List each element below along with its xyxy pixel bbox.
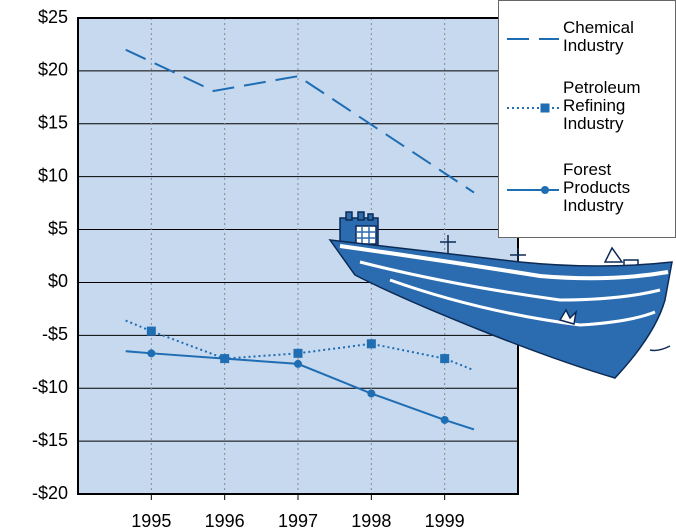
x-tick-label: 1995 <box>131 511 171 529</box>
legend-swatch <box>507 103 559 113</box>
marker <box>440 354 450 364</box>
legend: Chemical Industry Petroleum Refining Indu… <box>498 0 676 238</box>
y-tick-label: $25 <box>38 7 68 27</box>
y-tick-label: $20 <box>38 60 68 80</box>
y-tick-label: $15 <box>38 113 68 133</box>
marker <box>293 348 303 358</box>
marker <box>294 359 302 368</box>
y-tick-label: -$5 <box>42 324 68 344</box>
x-tick-label: 1996 <box>205 511 245 529</box>
y-tick-label: -$10 <box>32 377 68 397</box>
x-tick-label: 1998 <box>351 511 391 529</box>
series-line <box>125 48 475 194</box>
legend-label: Petroleum Refining Industry <box>563 78 641 133</box>
marker <box>367 389 376 398</box>
marker <box>146 326 156 336</box>
y-tick-label: $0 <box>48 271 68 291</box>
marker <box>147 349 156 358</box>
marker <box>540 103 550 113</box>
x-tick-label: 1997 <box>278 511 318 529</box>
y-tick-label: $5 <box>48 218 68 238</box>
y-tick-label: -$15 <box>32 430 68 450</box>
legend-swatch <box>507 186 559 194</box>
legend-label: Forest Products Industry <box>563 160 631 215</box>
x-tick-label: 1999 <box>425 511 465 529</box>
marker <box>366 339 376 349</box>
y-tick-label: $10 <box>38 165 68 185</box>
marker <box>440 415 449 424</box>
legend-label: Chemical Industry <box>563 18 634 55</box>
y-tick-label: -$20 <box>32 483 68 503</box>
marker <box>220 354 229 363</box>
marker <box>541 186 549 194</box>
legend-swatch <box>507 38 559 40</box>
